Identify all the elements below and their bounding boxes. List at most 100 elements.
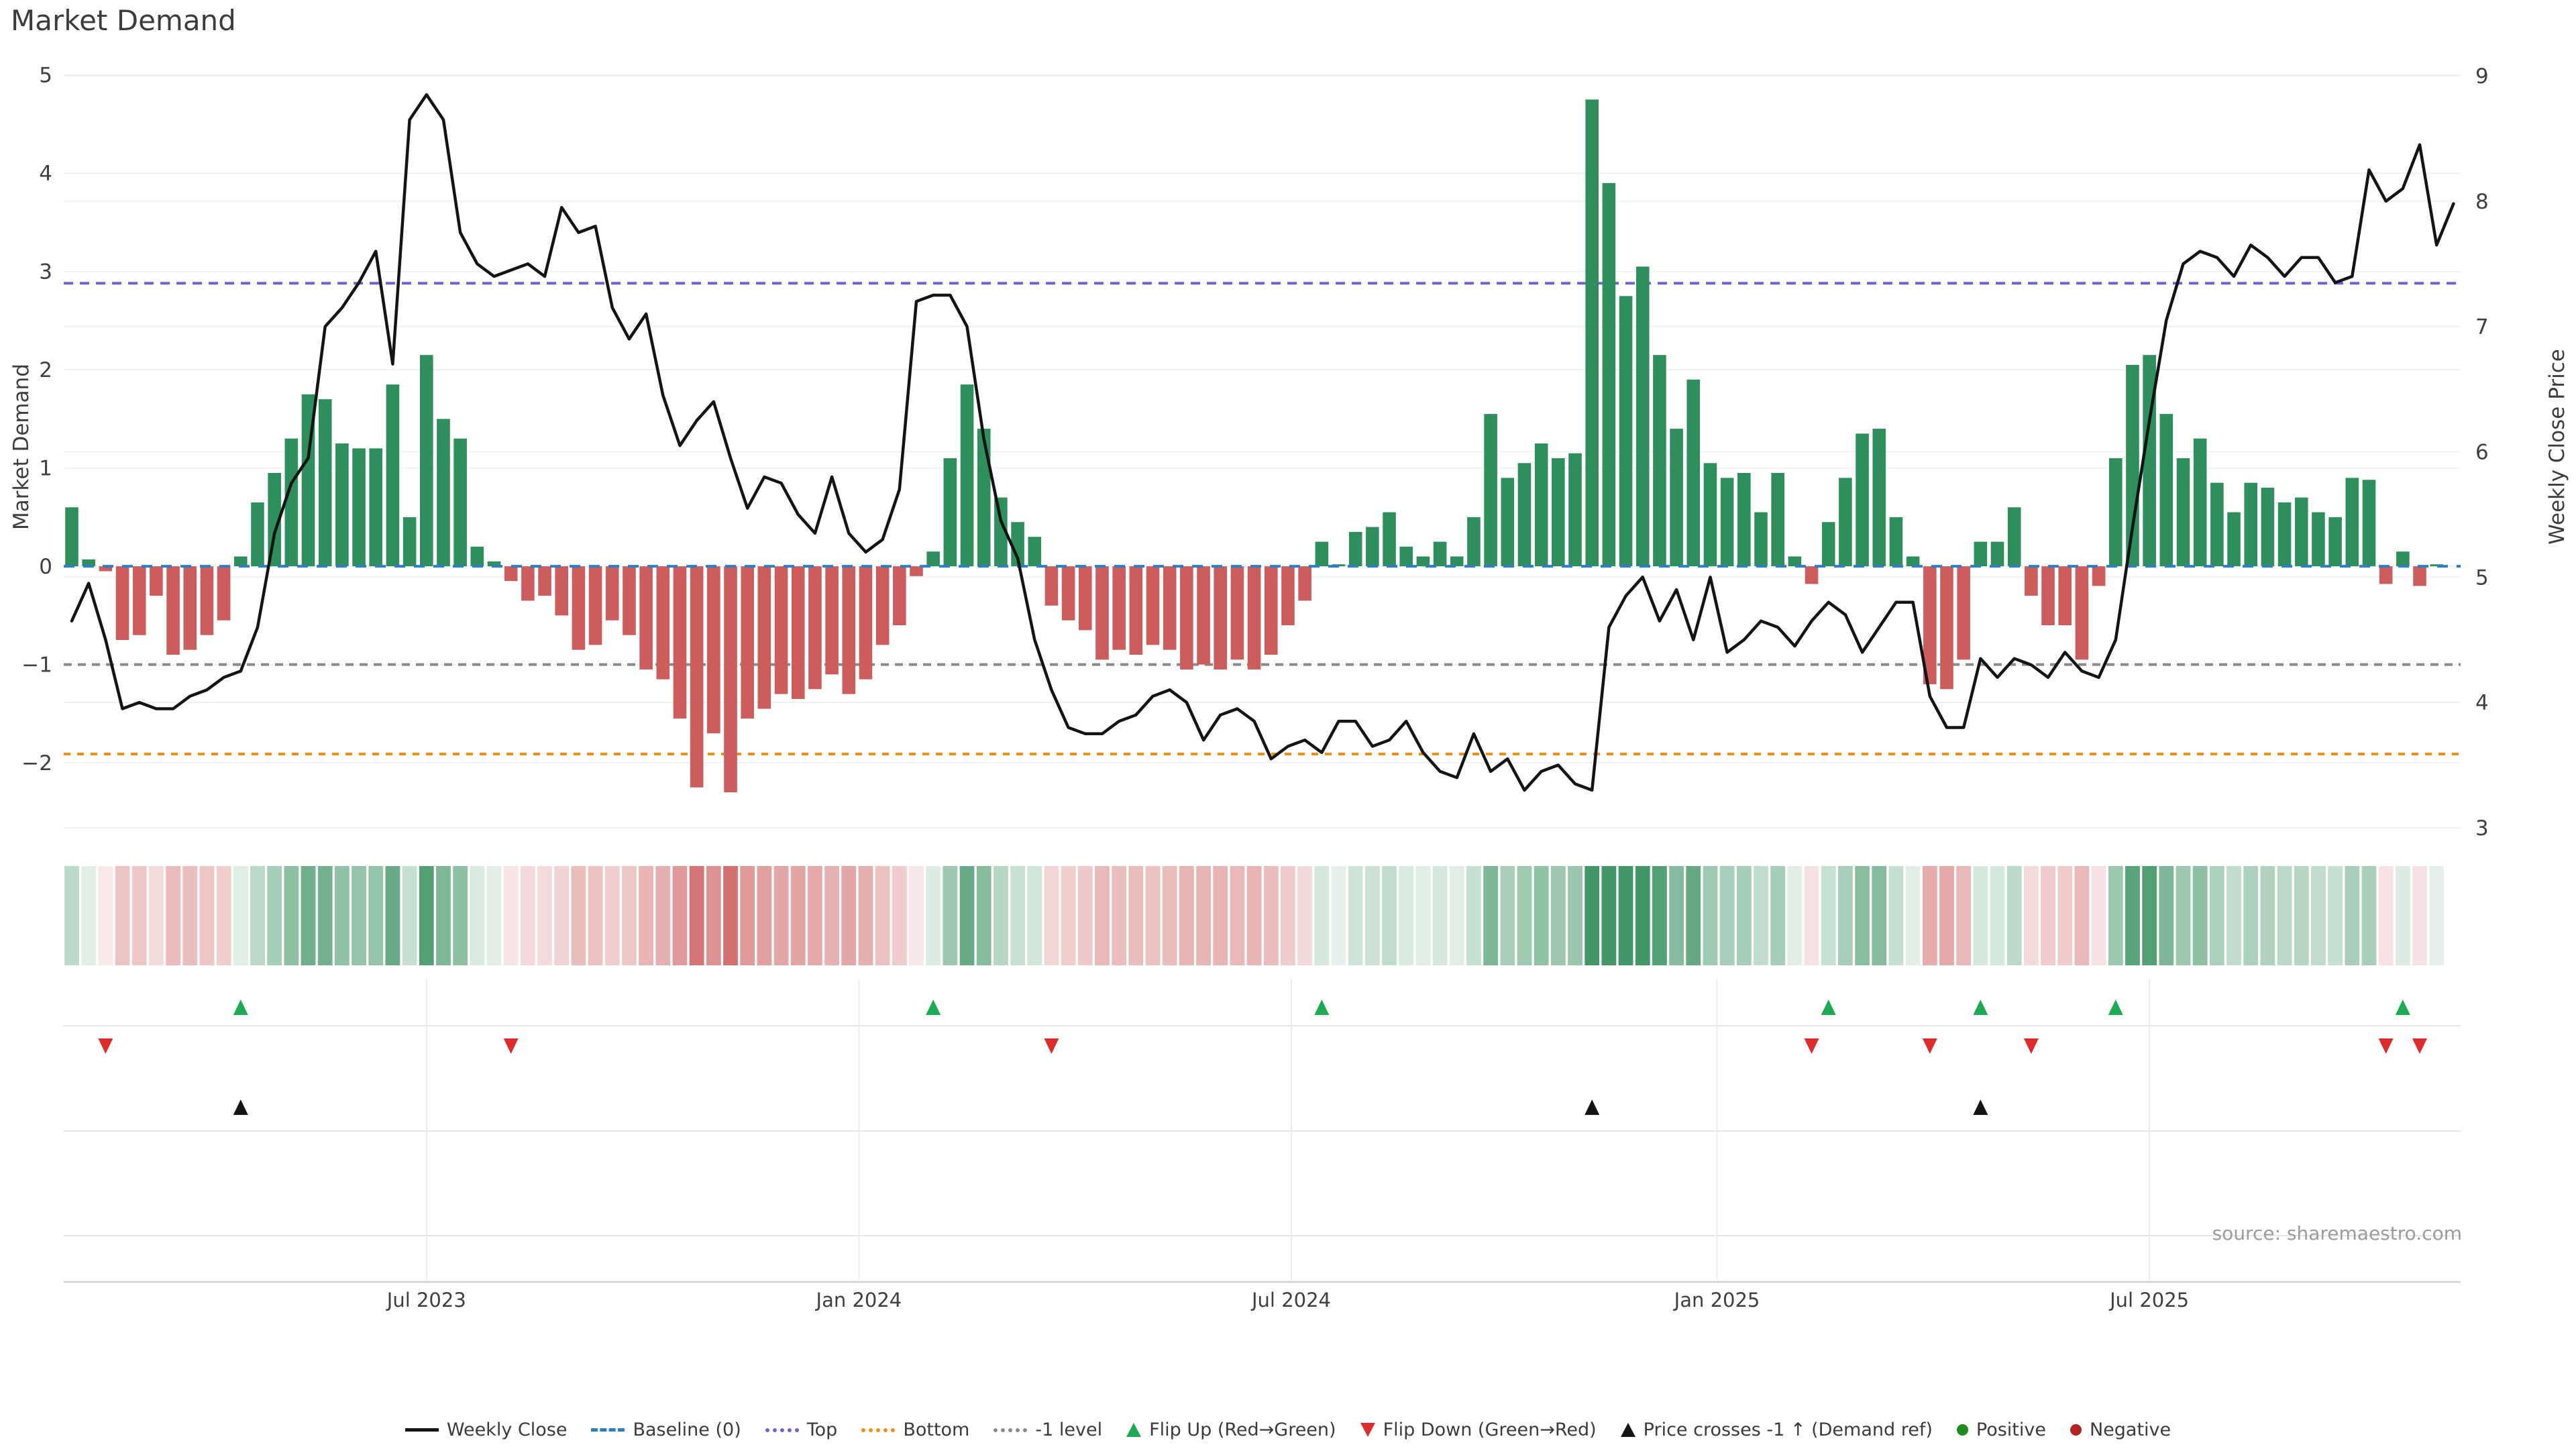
demand-bar: [1839, 478, 1852, 567]
price-cross-marker: [233, 1099, 248, 1115]
heatmap-cell: [959, 866, 975, 965]
heatmap-cell: [1838, 866, 1853, 965]
heatmap-cell: [199, 866, 215, 965]
demand-bar: [1079, 566, 1092, 631]
heatmap-cell: [858, 866, 873, 965]
legend-item: Flip Down (Green→Red): [1360, 1419, 1597, 1440]
heatmap-cell: [554, 866, 570, 965]
demand-bar: [318, 399, 332, 567]
demand-bar: [1602, 182, 1616, 567]
legend-label: Top: [806, 1419, 838, 1440]
demand-bar: [757, 566, 771, 709]
legend-symbol-dotted: [765, 1428, 799, 1432]
demand-bar: [994, 497, 1008, 567]
heatmap-cell: [2176, 866, 2191, 965]
demand-bar: [2159, 414, 2174, 567]
heatmap-cell: [1618, 866, 1633, 965]
demand-bar: [1061, 566, 1075, 621]
demand-bar: [1230, 566, 1244, 660]
heatmap-cell: [1112, 866, 1127, 965]
heatmap-cell: [1669, 866, 1684, 965]
demand-bar: [1044, 566, 1059, 606]
x-axis-tick: Jan 2024: [815, 1289, 902, 1311]
heatmap-cell: [149, 866, 164, 965]
demand-bar: [2413, 566, 2426, 586]
heatmap-cell: [808, 866, 822, 965]
demand-bar: [1940, 566, 1953, 690]
right-axis-tick: 7: [2475, 315, 2489, 339]
demand-bar: [893, 566, 906, 626]
demand-bar: [2294, 497, 2308, 567]
price-cross-marker: [1973, 1099, 1988, 1115]
legend-label: Flip Down (Green→Red): [1383, 1419, 1597, 1440]
heatmap-cell: [1585, 866, 1600, 965]
demand-bar: [1163, 566, 1177, 650]
demand-bar: [2277, 502, 2292, 567]
heatmap-cell: [2006, 866, 2022, 965]
heatmap-cell: [841, 866, 857, 965]
demand-bar: [1433, 541, 1447, 567]
demand-bar: [1214, 566, 1228, 669]
legend-label: -1 level: [1035, 1419, 1103, 1440]
legend-label: Negative: [2089, 1419, 2171, 1440]
flip-up-marker: [1973, 1000, 1988, 1015]
demand-bar: [1974, 541, 1988, 567]
demand-bar: [1585, 99, 1599, 567]
demand-bar: [842, 566, 856, 694]
demand-bar: [2430, 564, 2443, 567]
left-axis-tick: −2: [21, 751, 52, 775]
heatmap-cell: [723, 866, 738, 965]
heatmap-cell: [1939, 866, 1954, 965]
demand-bar: [2328, 517, 2342, 567]
demand-bar: [1788, 556, 1802, 567]
legend-item: Price crosses -1 ↑ (Demand ref): [1620, 1419, 1933, 1440]
heatmap-cell: [1821, 866, 1836, 965]
left-axis-tick: 3: [39, 260, 52, 284]
heatmap-cell: [1804, 866, 1819, 965]
demand-bar: [1703, 463, 1717, 567]
demand-bar: [555, 566, 569, 616]
heatmap-cell: [2074, 866, 2090, 965]
heatmap-cell: [2412, 866, 2427, 965]
demand-bar: [1264, 566, 1278, 655]
heatmap-cell: [1246, 866, 1262, 965]
heatmap-cell: [1095, 866, 1110, 965]
demand-bar: [470, 546, 484, 567]
heatmap-cell: [1432, 866, 1448, 965]
heatmap-cell: [2429, 866, 2445, 965]
heatmap-cell: [757, 866, 772, 965]
left-axis-tick: −1: [21, 653, 52, 678]
demand-bar: [690, 566, 704, 788]
flip-down-marker: [2412, 1038, 2428, 1054]
heatmap-cell: [1077, 866, 1093, 965]
heatmap-cell: [2125, 866, 2140, 965]
demand-bar: [419, 355, 433, 567]
flip-up-marker: [2395, 1000, 2410, 1015]
demand-bar: [99, 566, 113, 572]
demand-bar: [1247, 566, 1261, 669]
flip-down-marker: [503, 1038, 519, 1054]
heatmap-cell: [1855, 866, 1870, 965]
demand-bar: [859, 566, 873, 680]
legend-symbol-dotted: [994, 1428, 1028, 1432]
demand-bar: [1501, 478, 1515, 567]
demand-bar: [402, 517, 417, 567]
demand-bar: [2025, 566, 2038, 596]
demand-bar: [132, 566, 146, 635]
demand-bar: [386, 384, 400, 567]
legend-label: Price crosses -1 ↑ (Demand ref): [1643, 1419, 1933, 1440]
heatmap-cell: [2057, 866, 2073, 965]
heatmap-cell: [994, 866, 1008, 965]
legend-symbol-triangle-up: [1126, 1423, 1142, 1437]
demand-bar: [1990, 541, 2004, 567]
heatmap-cell: [98, 866, 113, 965]
demand-bar: [2244, 482, 2258, 567]
flip-down-marker: [1922, 1038, 1937, 1054]
demand-bar: [1686, 379, 1701, 567]
demand-bar: [1484, 414, 1497, 567]
demand-bar: [1957, 566, 1970, 660]
demand-bar: [1856, 433, 1869, 567]
heatmap-cell: [2243, 866, 2259, 965]
left-axis-tick: 1: [39, 457, 52, 481]
demand-bar: [1534, 443, 1548, 567]
